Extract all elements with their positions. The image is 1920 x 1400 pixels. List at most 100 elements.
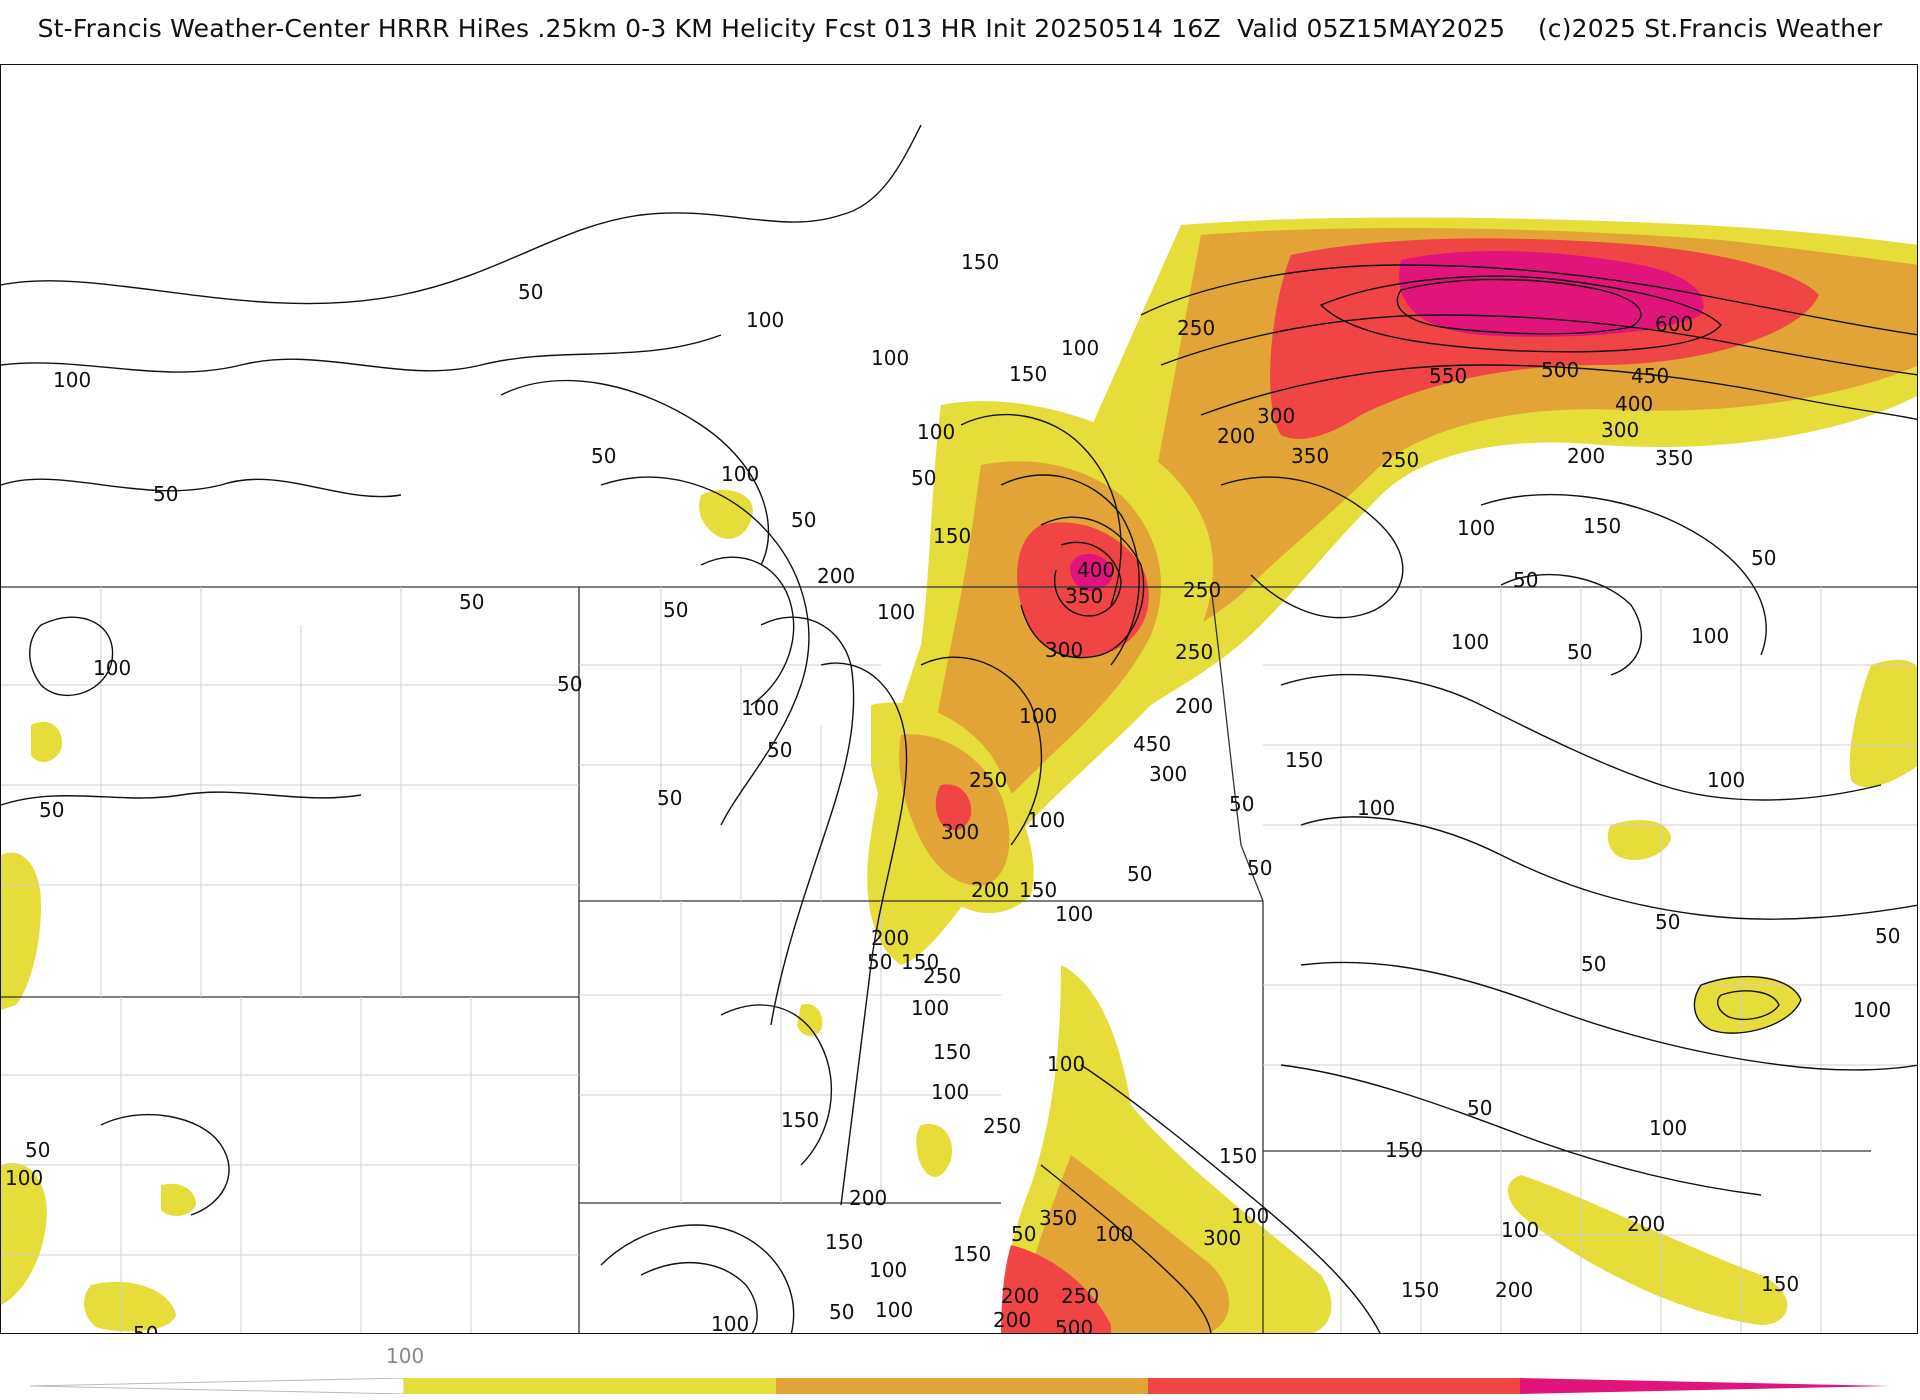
contour-line bbox=[1140, 264, 1917, 336]
contour-line bbox=[1, 791, 362, 806]
contour-label: 350 bbox=[1291, 444, 1329, 468]
contour-label: 100 bbox=[1231, 1204, 1269, 1228]
contour-label: 100 bbox=[1501, 1218, 1539, 1242]
colorbar bbox=[30, 1378, 1890, 1394]
contour-label: 50 bbox=[557, 672, 582, 696]
contour-label: 200 bbox=[871, 926, 909, 950]
contour-label: 50 bbox=[591, 444, 616, 468]
contour-line bbox=[500, 379, 770, 566]
contour-label: 250 bbox=[1177, 316, 1215, 340]
contour-line bbox=[1300, 816, 1917, 920]
contour-label: 250 bbox=[923, 964, 961, 988]
contour-label: 100 bbox=[1853, 998, 1891, 1022]
contour-line bbox=[760, 616, 855, 1026]
contour-label: 100 bbox=[1451, 630, 1489, 654]
contour-label: 50 bbox=[1229, 792, 1254, 816]
contour-label: 150 bbox=[1761, 1272, 1799, 1296]
fill-patch bbox=[84, 1281, 176, 1332]
contour-line bbox=[1319, 275, 1722, 353]
county-line bbox=[1, 997, 579, 1333]
contour-label: 550 bbox=[1429, 364, 1467, 388]
contour-label: 150 bbox=[1583, 514, 1621, 538]
contour-label: 50 bbox=[25, 1138, 50, 1162]
contour-label: 100 bbox=[1095, 1222, 1133, 1246]
contour-label: 150 bbox=[1219, 1144, 1257, 1168]
fill-patch bbox=[1607, 820, 1671, 860]
contour-label: 150 bbox=[953, 1242, 991, 1266]
contour-line bbox=[960, 413, 1122, 606]
contour-label: 50 bbox=[1513, 568, 1538, 592]
contour-label: 100 bbox=[1649, 1116, 1687, 1140]
contour-label: 50 bbox=[518, 280, 543, 304]
contour-label: 100 bbox=[5, 1166, 43, 1190]
contour-label: 350 bbox=[1065, 584, 1103, 608]
contour-line bbox=[820, 662, 908, 1206]
contour-label: 350 bbox=[1039, 1206, 1077, 1230]
contour-label: 200 bbox=[1001, 1284, 1039, 1308]
contour-label: 50 bbox=[1567, 640, 1592, 664]
contour-label: 200 bbox=[993, 1308, 1031, 1332]
contour-label: 50 bbox=[1875, 924, 1900, 948]
contour-label: 150 bbox=[1385, 1138, 1423, 1162]
helicity-contours bbox=[1, 124, 1917, 1333]
contour-label: 50 bbox=[1127, 862, 1152, 886]
contour-label: 250 bbox=[983, 1114, 1021, 1138]
fill-south-350 bbox=[1001, 1245, 1111, 1333]
contour-label: 250 bbox=[969, 768, 1007, 792]
contour-line bbox=[29, 616, 114, 697]
contour-label: 50 bbox=[153, 482, 178, 506]
contour-line bbox=[1396, 278, 1642, 335]
fill-patch bbox=[1694, 976, 1801, 1034]
contour-label: 50 bbox=[657, 786, 682, 810]
contour-line bbox=[1160, 314, 1917, 376]
contour-label: 150 bbox=[1009, 362, 1047, 386]
fill-west-350 bbox=[935, 784, 972, 830]
colorbar-segment-orange bbox=[776, 1378, 1148, 1394]
contour-label: 50 bbox=[133, 1322, 158, 1334]
contour-label: 150 bbox=[1401, 1278, 1439, 1302]
fill-patch bbox=[916, 1124, 952, 1177]
contour-label: 200 bbox=[1627, 1212, 1665, 1236]
contour-label: 50 bbox=[911, 466, 936, 490]
contour-label: 50 bbox=[829, 1300, 854, 1324]
contour-line bbox=[1220, 476, 1404, 619]
contour-line bbox=[1500, 573, 1642, 676]
county-line bbox=[579, 901, 1001, 1203]
contour-label: 100 bbox=[1457, 516, 1495, 540]
contour-label: 300 bbox=[1149, 762, 1187, 786]
map-title: St-Francis Weather-Center HRRR HiRes .25… bbox=[37, 14, 1883, 43]
contour-label: 50 bbox=[791, 508, 816, 532]
contour-label: 100 bbox=[917, 420, 955, 444]
contour-label: 100 bbox=[911, 996, 949, 1020]
contour-line bbox=[920, 656, 1043, 846]
fill-central-500 bbox=[1070, 554, 1112, 592]
contour-line bbox=[600, 476, 810, 826]
contour-label: 300 bbox=[1601, 418, 1639, 442]
helicity-map: 50 100 100 100 50 50 100 50 100 150 150 … bbox=[0, 64, 1918, 1334]
contour-label: 150 bbox=[961, 250, 999, 274]
colorbar-tick-label: 100 bbox=[386, 1344, 425, 1368]
colorbar-segment-magenta bbox=[1520, 1378, 1890, 1394]
contour-label: 250 bbox=[1183, 578, 1221, 602]
contour-line bbox=[1, 334, 722, 373]
contour-label: 200 bbox=[971, 878, 1009, 902]
contour-label: 100 bbox=[1047, 1052, 1085, 1076]
contour-label: 300 bbox=[1203, 1226, 1241, 1250]
contour-label: 200 bbox=[1175, 694, 1213, 718]
contour-label: 350 bbox=[1655, 446, 1693, 470]
contour-label: 200 bbox=[1495, 1278, 1533, 1302]
contour-label: 100 bbox=[53, 368, 91, 392]
contour-label: 100 bbox=[871, 346, 909, 370]
contour-label: 300 bbox=[1257, 404, 1295, 428]
fill-patch bbox=[797, 1004, 823, 1037]
map-canvas: 50 100 100 100 50 50 100 50 100 150 150 … bbox=[1, 124, 1917, 1334]
contour-label: 50 bbox=[867, 950, 892, 974]
colorbar-segment-red bbox=[1148, 1378, 1520, 1394]
contour-label: 150 bbox=[781, 1108, 819, 1132]
state-borders bbox=[1, 586, 1917, 1333]
contour-line bbox=[1054, 541, 1122, 617]
contour-label: 450 bbox=[1631, 364, 1669, 388]
contour-label: 100 bbox=[746, 308, 784, 332]
contour-label: 200 bbox=[1217, 424, 1255, 448]
contour-label: 50 bbox=[1467, 1096, 1492, 1120]
